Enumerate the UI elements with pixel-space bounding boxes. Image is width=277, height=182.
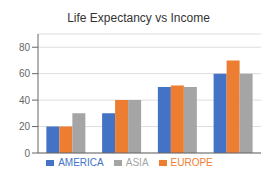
html-text:ASIA: ASIA xyxy=(125,157,149,168)
svg-text:40: 40 xyxy=(19,95,31,106)
svg-text:0: 0 xyxy=(24,148,30,159)
svg-text:60: 60 xyxy=(19,68,31,79)
svg-text:20: 20 xyxy=(19,121,31,132)
html-text:AMERICA: AMERICA xyxy=(58,157,104,168)
html-text:Life Expectancy vs Income: Life Expectancy vs Income xyxy=(67,11,210,25)
html-text:EUROPE: EUROPE xyxy=(170,157,213,168)
svg-text:80: 80 xyxy=(19,42,31,53)
